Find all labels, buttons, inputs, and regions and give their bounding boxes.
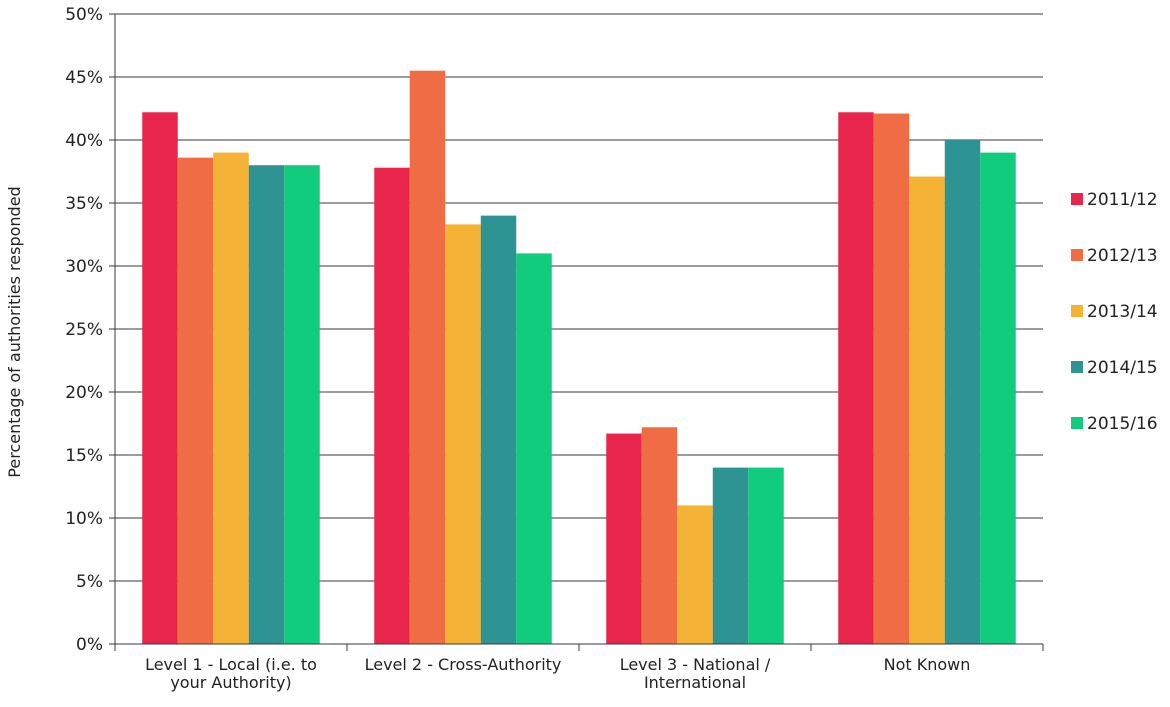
x-category-label: Level 1 - Local (i.e. to [145,655,317,674]
legend-swatch [1071,417,1083,429]
y-tick-label: 20% [65,383,103,403]
bar-2011-12 [374,167,410,644]
bars [142,70,1016,645]
bar-2013-14 [909,176,945,645]
x-category-label: Level 2 - Cross-Authority [365,655,562,674]
axes [114,14,1044,651]
x-category-label: your Authority) [170,673,291,692]
legend-swatch [1071,361,1083,373]
legend-swatch [1071,249,1083,261]
bar-2013-14 [213,152,249,644]
y-axis-title: Percentage of authorities responded [5,186,24,477]
bar-2012-13 [641,427,678,644]
bar-2011-12 [606,433,642,644]
y-tick-label: 50% [65,5,103,25]
legend-label: 2011/12 [1087,190,1158,210]
y-tick-label: 5% [76,572,103,592]
bar-2012-13 [873,113,910,645]
bar-2014-15 [480,215,517,644]
legend-label: 2014/15 [1087,358,1158,378]
x-category-label: International [644,673,746,692]
x-category-label: Level 3 - National / [620,655,771,674]
legend-label: 2012/13 [1087,246,1158,266]
y-tick-label: 0% [76,635,103,655]
bar-2014-15 [944,140,981,644]
bar-2011-12 [142,112,178,644]
y-tick-label: 10% [65,509,103,529]
bar-2013-14 [677,505,713,644]
y-tick-label: 25% [65,320,103,340]
bar-2012-13 [409,70,446,644]
y-tick-label: 45% [65,68,103,88]
legend-label: 2015/16 [1087,414,1158,434]
y-tick-label: 40% [65,131,103,151]
legend-swatch [1071,305,1083,317]
bar-2015-16 [284,165,320,644]
bar-2015-16 [516,253,552,644]
x-category-label: Not Known [884,655,971,674]
legend-label: 2013/14 [1087,302,1158,322]
bar-2015-16 [748,467,784,644]
bar-2014-15 [248,165,285,644]
bar-2013-14 [445,224,481,645]
bar-2015-16 [980,152,1016,644]
legend-swatch [1071,193,1083,205]
bar-2014-15 [712,467,749,644]
legend: 2011/12 2012/13 2013/14 2014/15 2015/16 [1071,190,1158,434]
y-axis-ticks: 0% 5% 10% 15% 20% 25% 30% 35% 40% 45% 50% [65,5,115,655]
bar-2011-12 [838,112,874,644]
y-tick-label: 30% [65,257,103,277]
bar-2012-13 [177,157,214,644]
y-tick-label: 15% [65,446,103,466]
y-tick-label: 35% [65,194,103,214]
